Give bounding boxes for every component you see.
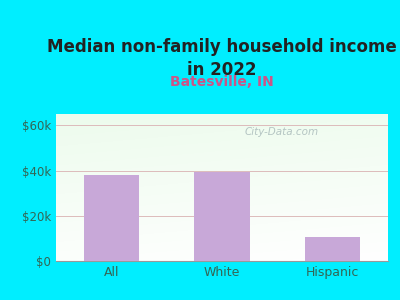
Bar bbox=[194, 172, 250, 261]
Bar bbox=[305, 237, 360, 261]
Title: Median non-family household income
in 2022: Median non-family household income in 20… bbox=[47, 38, 397, 79]
Text: Batesville, IN: Batesville, IN bbox=[170, 75, 274, 89]
Bar bbox=[84, 175, 139, 261]
Text: City-Data.com: City-Data.com bbox=[245, 127, 319, 136]
